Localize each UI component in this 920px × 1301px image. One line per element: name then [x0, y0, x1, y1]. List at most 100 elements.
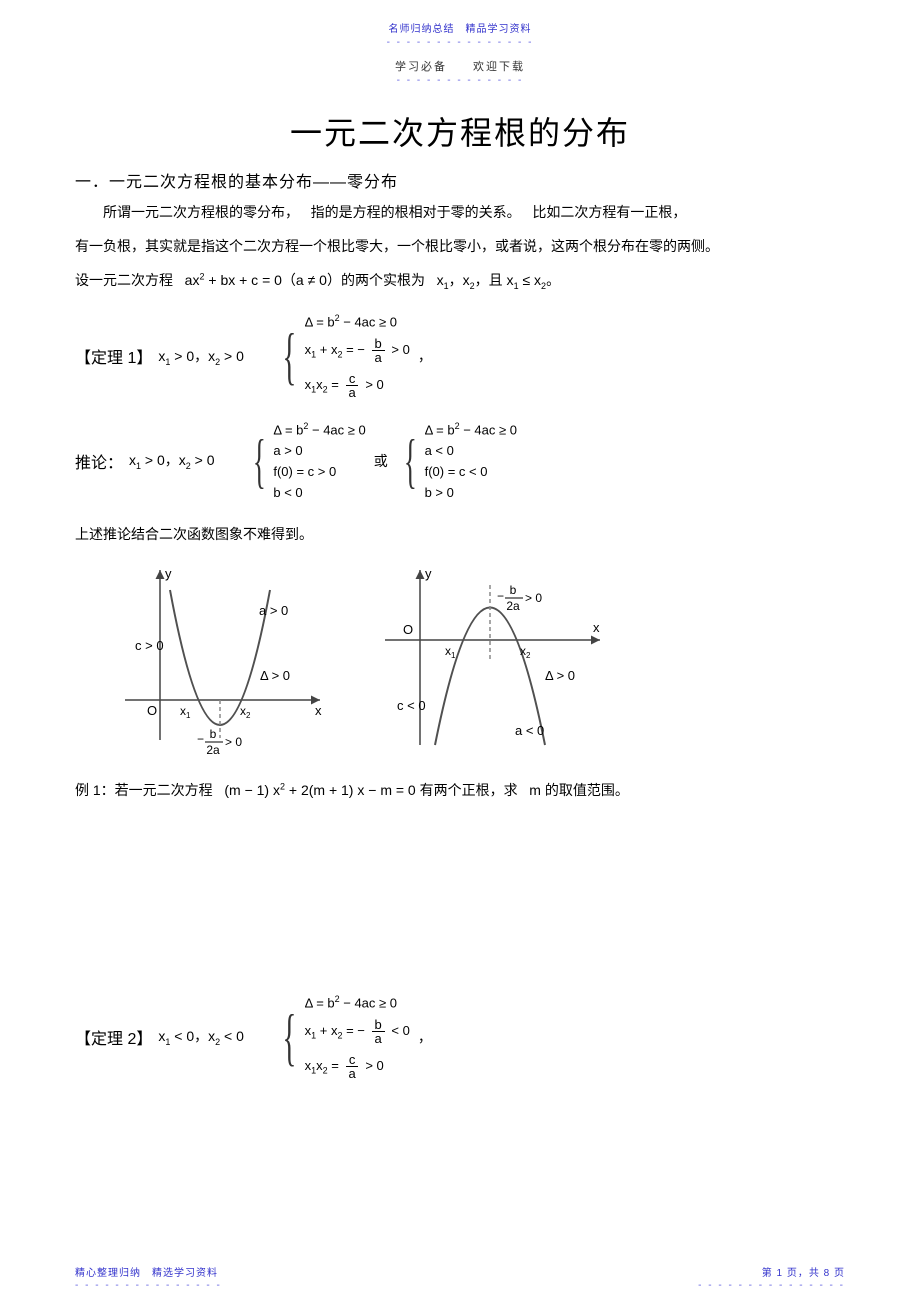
- g1-c-label: c > 0: [135, 638, 164, 653]
- brace-icon: {: [404, 434, 417, 488]
- corollary-cond: x1 > 0，x2 > 0: [129, 450, 215, 471]
- t1f2d: a: [345, 386, 358, 399]
- corollary-block1: { Δ = b2 − 4ac ≥ 0 a > 0 f(0) = c > 0 b …: [245, 421, 366, 500]
- t2-line2: x1 + x2 = − ba < 0: [305, 1018, 410, 1045]
- g2-c-label: c < 0: [397, 698, 426, 713]
- cb2l1a: Δ = b: [425, 422, 455, 437]
- brace-icon: {: [282, 1008, 296, 1066]
- top-header-dash2: - - - - - - - - - - - - -: [75, 75, 845, 86]
- t2l2d: < 0: [391, 1023, 409, 1038]
- setup-h: 。: [546, 272, 560, 288]
- t2-tail: ，: [418, 1027, 432, 1047]
- t1c-b: > 0，x: [170, 348, 215, 364]
- theorem-2-label: 【定理 2】: [75, 1025, 152, 1049]
- setup-f: ，且 x: [475, 272, 514, 288]
- setup-g: ≤ x: [519, 272, 541, 288]
- t2f2n: c: [346, 1053, 359, 1067]
- corollary-label: 推论：: [75, 449, 123, 473]
- t1l1a: Δ = b: [305, 314, 335, 329]
- t2l1b: − 4ac ≥ 0: [340, 995, 397, 1010]
- brace-icon: {: [282, 327, 296, 385]
- footer-dash-left: - - - - - - - - - - - - - - -: [75, 1280, 222, 1291]
- g1-a-label: a > 0: [259, 603, 288, 618]
- t2l2b: + x: [316, 1023, 337, 1038]
- setup-e: ，x: [449, 272, 470, 288]
- t1l2c: = −: [342, 342, 364, 357]
- corollary-block2: { Δ = b2 − 4ac ≥ 0 a < 0 f(0) = c < 0 b …: [396, 421, 517, 500]
- cb1-l4: b < 0: [273, 485, 365, 500]
- ex1-c: + 2(m + 1) x − m = 0 有两个正根，求: [285, 782, 518, 798]
- t1-line2: x1 + x2 = − ba > 0: [305, 337, 410, 364]
- t2-frac2: ca: [345, 1053, 358, 1080]
- top-header-dash1: - - - - - - - - - - - - - - -: [75, 37, 845, 48]
- g2-vert-den: 2a: [506, 599, 520, 613]
- intro-text-b: 指的是方程的根相对于零的关系。: [311, 204, 521, 220]
- setup-line: 设一元二次方程 ax2 + bx + c = 0（a ≠ 0）的两个实根为 x1…: [75, 266, 845, 295]
- theorem-2-brace-block: { Δ = b2 − 4ac ≥ 0 x1 + x2 = − ba < 0 x1…: [274, 994, 410, 1080]
- g1-vert-cmp: > 0: [225, 735, 242, 749]
- g1-x1: x1: [180, 704, 191, 720]
- g1-origin: O: [147, 703, 157, 718]
- theorem-2-cond: x1 < 0，x2 < 0: [158, 1026, 244, 1047]
- g2-x2: x2: [520, 644, 531, 660]
- top-header-line1: 名师归纳总结 精品学习资料: [75, 20, 845, 35]
- t1l2d: > 0: [391, 342, 409, 357]
- corollary-b2-lines: Δ = b2 − 4ac ≥ 0 a < 0 f(0) = c < 0 b > …: [425, 421, 517, 500]
- footer-dash-right: - - - - - - - - - - - - - - -: [698, 1280, 845, 1291]
- t2f1n: b: [372, 1018, 385, 1032]
- t1-frac1: ba: [372, 337, 385, 364]
- cb2-l4: b > 0: [425, 485, 517, 500]
- t2c-b: < 0，x: [170, 1028, 215, 1044]
- brace-icon: {: [252, 434, 265, 488]
- cb2l1b: − 4ac ≥ 0: [460, 422, 517, 437]
- t1f1d: a: [372, 351, 385, 364]
- setup-c: + bx + c = 0（a ≠ 0）的两个实根为: [204, 272, 424, 288]
- g2-origin: O: [403, 622, 413, 637]
- g2-vert-sign: −: [497, 589, 504, 603]
- graphs-row: y x O a > 0 c > 0 Δ > 0 x1 x2 − b 2a > 0…: [105, 560, 845, 760]
- g1-y-label: y: [165, 566, 172, 581]
- cb2-l3: f(0) = c < 0: [425, 464, 517, 479]
- ex1-b: (m − 1) x: [224, 782, 280, 798]
- cc-a: x: [129, 452, 136, 468]
- t2f1d: a: [372, 1032, 385, 1045]
- g1-vert-sign: −: [197, 732, 204, 746]
- t2c-c: < 0: [220, 1028, 244, 1044]
- intro-paragraph-2: 有一负根，其实就是指这个二次方程一个根比零大，一个根比零小，或者说，这两个根分布…: [75, 232, 845, 260]
- theorem-1-conditions: Δ = b2 − 4ac ≥ 0 x1 + x2 = − ba > 0 x1x2…: [305, 313, 410, 399]
- cb1-l1: Δ = b2 − 4ac ≥ 0: [273, 421, 365, 437]
- theorem-2-conditions: Δ = b2 − 4ac ≥ 0 x1 + x2 = − ba < 0 x1x2…: [305, 994, 410, 1080]
- cc-c: > 0: [191, 452, 215, 468]
- setup-d: x: [437, 272, 444, 288]
- intro-text-c: 比如二次方程有一正根，: [532, 204, 686, 220]
- g2-vert-num: b: [510, 583, 517, 597]
- g2-y-label: y: [425, 566, 432, 581]
- ex1-d: m 的取值范围。: [529, 782, 629, 798]
- t2f2d: a: [345, 1067, 358, 1080]
- setup-b: ax: [185, 272, 200, 288]
- cb1-l3: f(0) = c > 0: [273, 464, 365, 479]
- section-heading: 一．一元二次方程根的基本分布——零分布: [75, 168, 845, 192]
- theorem-1-row: 【定理 1】 x1 > 0，x2 > 0 { Δ = b2 − 4ac ≥ 0 …: [75, 313, 845, 399]
- t1l3d: > 0: [365, 377, 383, 392]
- cb1l1a: Δ = b: [273, 422, 303, 437]
- g2-vert-cmp: > 0: [525, 591, 542, 605]
- t2-line3: x1x2 = ca > 0: [305, 1053, 410, 1080]
- theorem-1-label: 【定理 1】: [75, 344, 152, 368]
- intro-text-a: 所谓一元二次方程根的零分布，: [103, 204, 299, 220]
- intro-paragraph-1: 所谓一元二次方程根的零分布， 指的是方程的根相对于零的关系。 比如二次方程有一正…: [75, 198, 845, 226]
- cb2-l1: Δ = b2 − 4ac ≥ 0: [425, 421, 517, 437]
- theorem-1-brace-block: { Δ = b2 − 4ac ≥ 0 x1 + x2 = − ba > 0 x1…: [274, 313, 410, 399]
- t1l1b: − 4ac ≥ 0: [340, 314, 397, 329]
- t1l2b: + x: [316, 342, 337, 357]
- t1-line3: x1x2 = ca > 0: [305, 372, 410, 399]
- t1f2n: c: [346, 372, 359, 386]
- or-separator: 或: [374, 451, 388, 471]
- graph-a-positive: y x O a > 0 c > 0 Δ > 0 x1 x2 − b 2a > 0: [105, 560, 335, 760]
- ex1-a: 例 1：若一元二次方程: [75, 782, 213, 798]
- t2l1a: Δ = b: [305, 995, 335, 1010]
- setup-a: 设一元二次方程: [75, 272, 173, 288]
- corollary-row: 推论： x1 > 0，x2 > 0 { Δ = b2 − 4ac ≥ 0 a >…: [75, 421, 845, 500]
- g1-delta-label: Δ > 0: [260, 668, 290, 683]
- t2l3d: > 0: [365, 1058, 383, 1073]
